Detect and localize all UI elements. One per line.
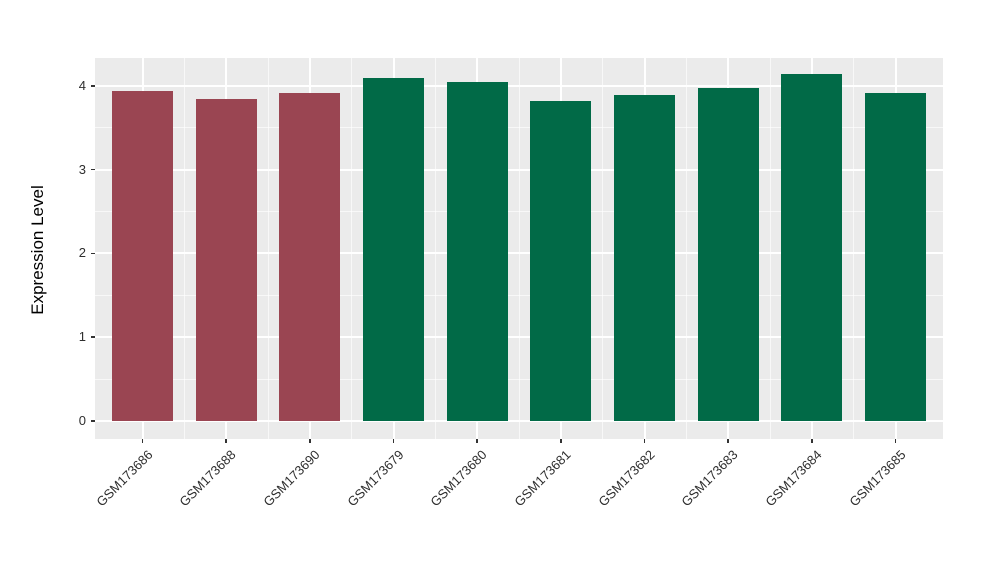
gridline-minor-vertical: [685, 58, 687, 439]
bar-GSM173683: [697, 88, 759, 421]
x-axis-tick-mark: [560, 439, 562, 443]
y-axis-tick-mark: [91, 420, 95, 422]
x-axis-tick-mark: [141, 439, 144, 443]
y-axis-tick-label: 4: [78, 77, 86, 93]
y-axis-tick-mark: [91, 252, 95, 255]
gridline-major-horizontal: [95, 168, 943, 171]
gridline-minor-vertical: [351, 58, 353, 439]
y-axis-tick-label: 3: [78, 161, 86, 177]
gridline-minor-vertical: [267, 58, 269, 439]
gridline-minor-vertical: [853, 58, 855, 439]
gridline-minor-vertical: [769, 58, 771, 439]
gridline-major-horizontal: [95, 419, 943, 422]
x-axis-tick-mark: [225, 439, 227, 443]
gridline-major-horizontal: [95, 84, 943, 87]
bar-GSM173690: [279, 93, 341, 421]
gridline-minor-vertical: [602, 58, 604, 439]
gridline-major-horizontal: [95, 252, 943, 255]
x-axis-tick-mark: [392, 439, 395, 443]
bar-GSM173682: [614, 95, 675, 421]
x-axis-tick-mark: [643, 439, 646, 443]
bar-GSM173680: [446, 82, 508, 421]
bar-GSM173684: [781, 74, 843, 421]
gridline-minor-vertical: [434, 58, 436, 439]
y-axis-tick-mark: [91, 168, 95, 171]
x-axis-tick-mark: [811, 439, 813, 443]
bar-GSM173686: [112, 90, 173, 421]
gridline-major-horizontal: [95, 336, 943, 339]
y-axis-tick-label: 1: [78, 329, 86, 345]
y-axis-tick-label: 2: [78, 245, 86, 261]
y-axis-tick-mark: [91, 336, 95, 338]
bar-GSM173688: [195, 99, 257, 421]
bar-GSM173685: [865, 92, 926, 421]
plot-panel: [95, 58, 943, 439]
y-axis-tick-label: 0: [78, 412, 86, 428]
bar-GSM173679: [363, 78, 424, 421]
gridline-minor-vertical: [518, 58, 520, 439]
y-axis-tick-mark: [91, 85, 95, 87]
x-axis-tick-mark: [727, 439, 729, 443]
bar-GSM173681: [530, 100, 592, 421]
gridline-minor-vertical: [183, 58, 185, 439]
x-axis-tick-mark: [894, 439, 897, 443]
x-axis-tick-mark: [309, 439, 311, 443]
x-axis-tick-mark: [476, 439, 478, 443]
